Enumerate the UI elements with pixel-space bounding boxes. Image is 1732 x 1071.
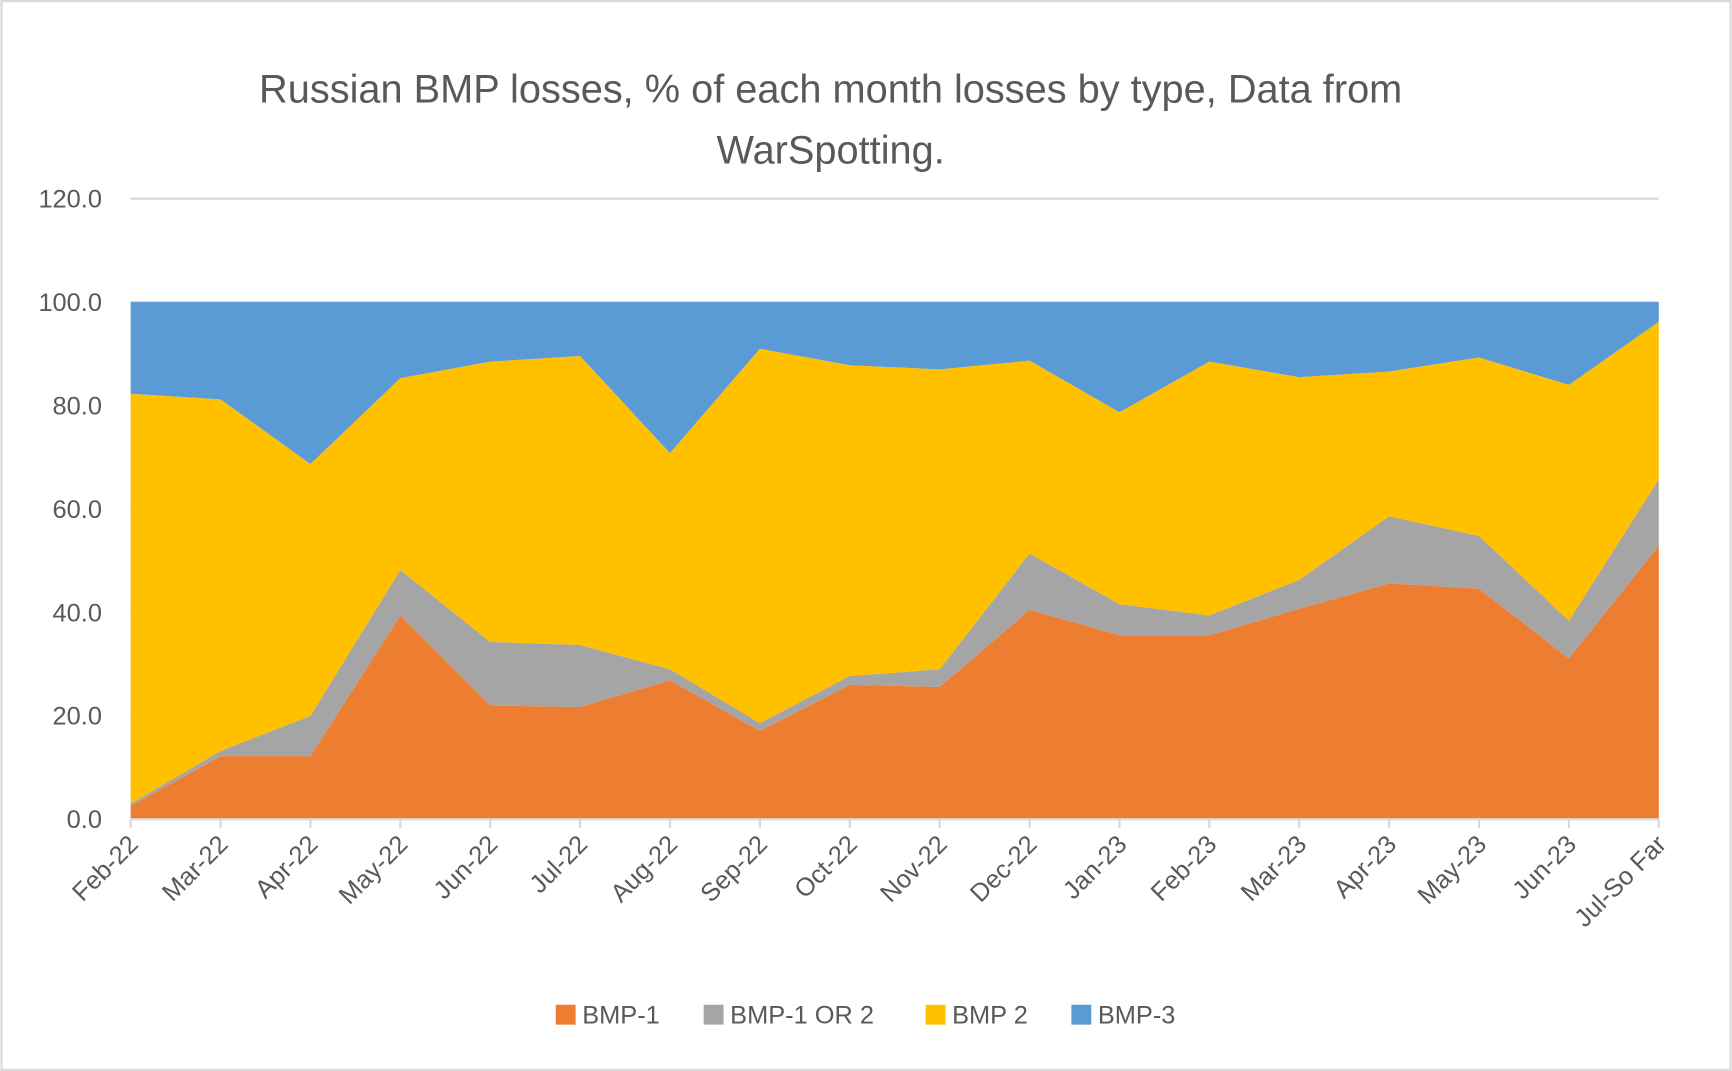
y-tick-label: 40.0 xyxy=(53,599,102,627)
y-tick-label: 60.0 xyxy=(53,496,102,524)
legend-label: BMP-1 xyxy=(582,1002,660,1030)
y-tick-label: 20.0 xyxy=(53,703,102,731)
legend-swatch xyxy=(1071,1004,1092,1025)
y-tick-label: 120.0 xyxy=(38,186,102,214)
legend-label: BMP-3 xyxy=(1098,1002,1176,1030)
plot-areas xyxy=(130,302,1659,820)
y-tick-label: 0.0 xyxy=(67,806,102,834)
legend-swatch xyxy=(703,1004,724,1025)
chart-title-line-1: Russian BMP losses, % of each month loss… xyxy=(259,68,1402,112)
legend: BMP-1 BMP-1 OR 2 BMP 2 BMP-3 xyxy=(555,1002,1176,1030)
y-tick-label: 100.0 xyxy=(38,289,102,317)
area-bmp-2 xyxy=(130,321,1659,804)
legend-swatch xyxy=(555,1004,576,1025)
legend-label: BMP-1 OR 2 xyxy=(730,1002,874,1030)
legend-swatch xyxy=(925,1004,946,1025)
area-bmp-1 xyxy=(130,545,1659,820)
y-tick-label: 80.0 xyxy=(53,392,102,420)
chart-title-line-2: WarSpotting. xyxy=(717,128,945,172)
area-bmp-1-or-2 xyxy=(130,479,1659,806)
legend-label: BMP 2 xyxy=(952,1002,1028,1030)
area-bmp-3 xyxy=(130,302,1659,465)
